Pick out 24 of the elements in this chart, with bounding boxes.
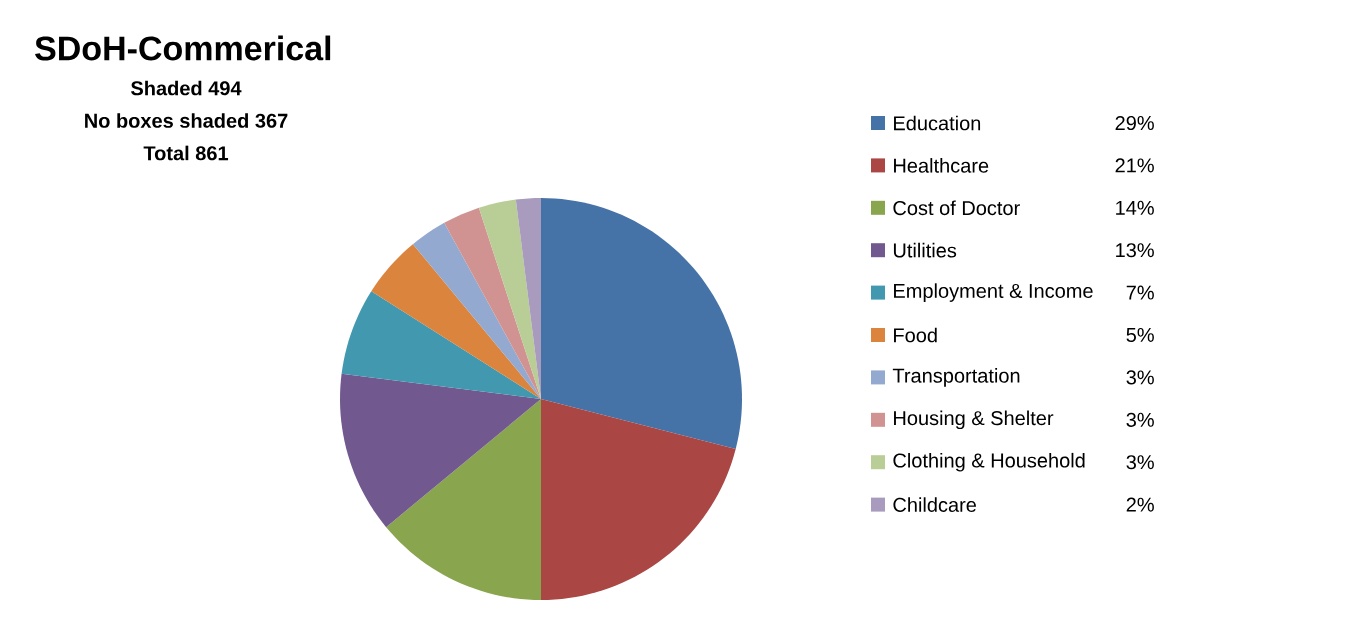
legend-label: Clothing & Household: [893, 452, 1085, 472]
data-label: 2%: [1126, 497, 1154, 512]
data-label: 21%: [1115, 158, 1154, 173]
data-label: 3%: [1126, 455, 1154, 470]
legend-label: Childcare: [893, 497, 976, 512]
chart-title: SDoH-Commerical: [35, 35, 331, 61]
data-label: 3%: [1126, 412, 1154, 427]
legend-label: Utilities: [893, 242, 957, 258]
data-label: 7%: [1126, 285, 1154, 300]
text: Shaded 494: [130, 80, 242, 96]
legend-label: Education: [894, 115, 981, 131]
data-label: 29%: [1115, 115, 1154, 131]
data-label: 3%: [1126, 370, 1154, 385]
data-label: 13%: [1116, 243, 1154, 258]
data-label: 14%: [1116, 200, 1154, 215]
data-label: 5%: [1126, 327, 1154, 343]
legend-label: Cost of Doctor: [893, 200, 1020, 216]
legend-label: Healthcare: [894, 158, 989, 173]
legend-label: Housing & Shelter: [894, 410, 1054, 430]
legend-label: Employment & Income: [894, 283, 1093, 302]
legend-label: Food: [894, 327, 937, 343]
legend-label: Transportation: [892, 368, 1020, 387]
text: No boxes shaded 367: [85, 113, 288, 128]
text: Total 861: [143, 145, 229, 161]
